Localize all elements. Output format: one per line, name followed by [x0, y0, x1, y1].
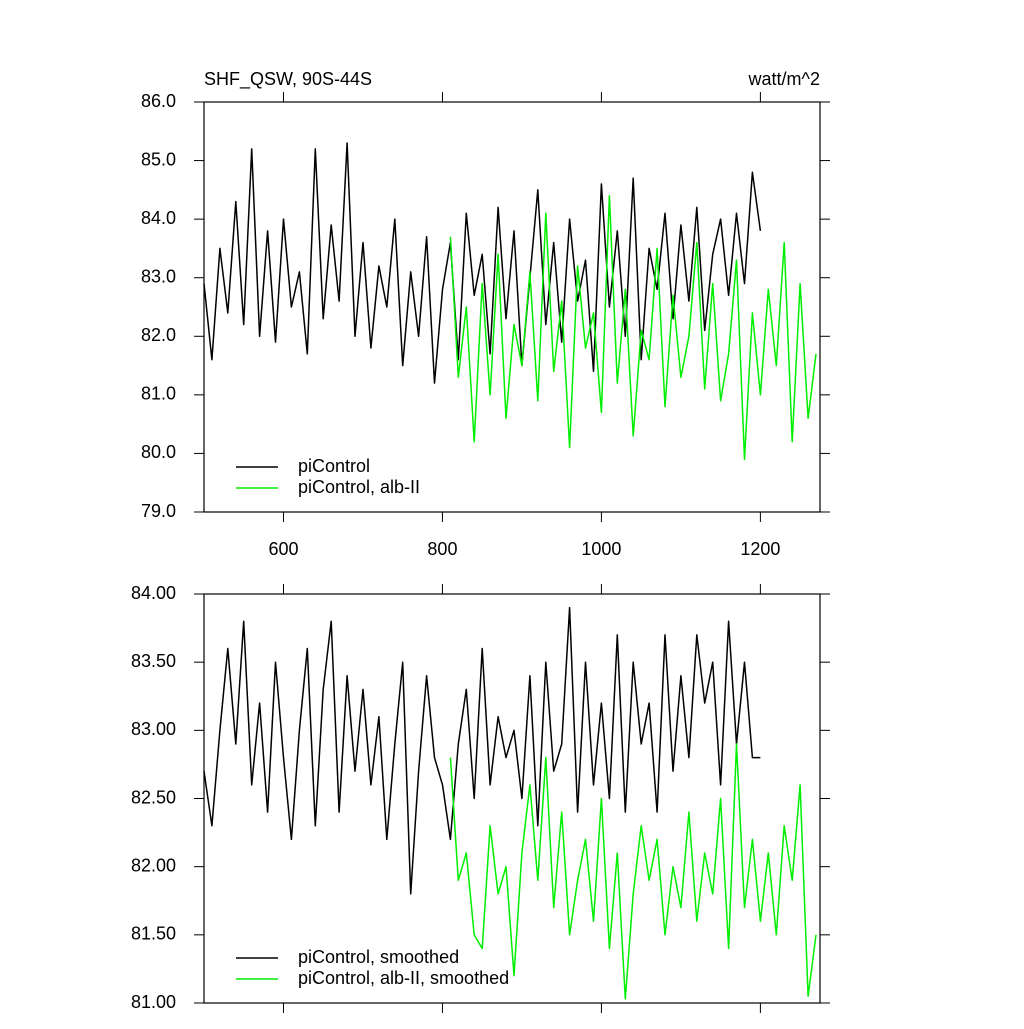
- y-tick-label: 81.50: [131, 924, 176, 944]
- y-tick-label: 81.0: [141, 384, 176, 404]
- series-line: [203, 142, 762, 384]
- chart-title: SHF_QSW, 90S-44S: [204, 69, 372, 90]
- units-label: watt/m^2: [748, 69, 820, 89]
- x-tick-label: 800: [427, 539, 457, 559]
- legend-label: piControl, smoothed: [298, 947, 459, 967]
- y-tick-label: 82.0: [141, 325, 176, 345]
- y-tick-label: 83.50: [131, 651, 176, 671]
- plot-frame: [203, 593, 821, 1004]
- y-tick-label: 86.0: [141, 91, 176, 111]
- y-tick-label: 80.0: [141, 442, 176, 462]
- y-tick-label: 81.00: [131, 992, 176, 1012]
- series-line: [449, 743, 817, 1000]
- legend-label: piControl: [298, 456, 370, 476]
- y-tick-label: 85.0: [141, 149, 176, 169]
- plot-frame: [203, 101, 821, 513]
- y-tick-label: 84.0: [141, 208, 176, 228]
- y-tick-label: 84.00: [131, 583, 176, 603]
- legend-label: piControl, alb-II, smoothed: [298, 968, 509, 988]
- y-tick-label: 82.50: [131, 787, 176, 807]
- y-tick-label: 83.00: [131, 719, 176, 739]
- series-line: [203, 606, 761, 895]
- y-tick-label: 83.0: [141, 266, 176, 286]
- x-tick-label: 600: [268, 539, 298, 559]
- y-tick-label: 82.00: [131, 855, 176, 875]
- y-tick-label: 79.0: [141, 501, 176, 521]
- x-tick-label: 1000: [581, 539, 621, 559]
- series-line: [449, 194, 817, 461]
- x-tick-label: 1200: [740, 539, 780, 559]
- legend-label: piControl, alb-II: [298, 477, 420, 497]
